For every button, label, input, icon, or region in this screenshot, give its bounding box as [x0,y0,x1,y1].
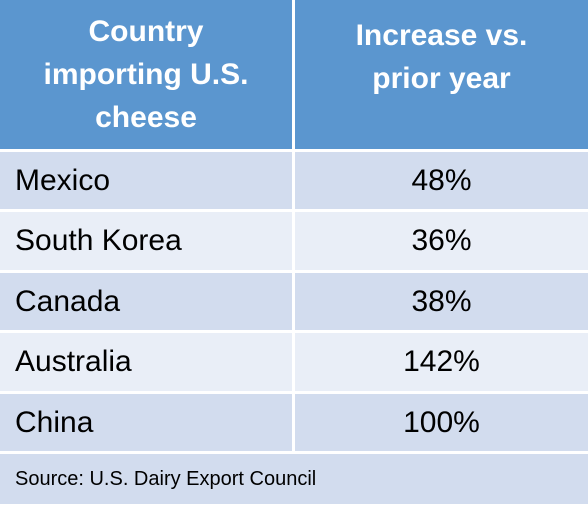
country-cell: Mexico [0,152,292,209]
increase-cell: 38% [295,273,588,330]
table-header-row: Country importing U.S. cheese Increase v… [0,0,588,149]
table-row: Mexico 48% [0,152,588,209]
header-country: Country importing U.S. cheese [0,0,292,149]
country-cell: Australia [0,333,292,391]
header-country-line-2: importing U.S. [43,58,249,91]
source-row: Source: U.S. Dairy Export Council [0,454,588,504]
header-increase-line-2: prior year [372,62,511,95]
increase-cell: 36% [295,212,588,270]
increase-cell: 48% [295,152,588,209]
table-row: Canada 38% [0,273,588,330]
table-row: South Korea 36% [0,212,588,270]
header-country-line-3: cheese [95,101,197,134]
country-cell: South Korea [0,212,292,270]
increase-cell: 100% [295,394,588,451]
header-increase-line-1: Increase vs. [355,19,528,52]
country-cell: China [0,394,292,451]
source-note: Source: U.S. Dairy Export Council [0,454,588,504]
header-country-line-1: Country [88,15,204,48]
table-row: China 100% [0,394,588,451]
table-row: Australia 142% [0,333,588,391]
country-cell: Canada [0,273,292,330]
header-increase: Increase vs. prior year [295,0,588,149]
increase-cell: 142% [295,333,588,391]
